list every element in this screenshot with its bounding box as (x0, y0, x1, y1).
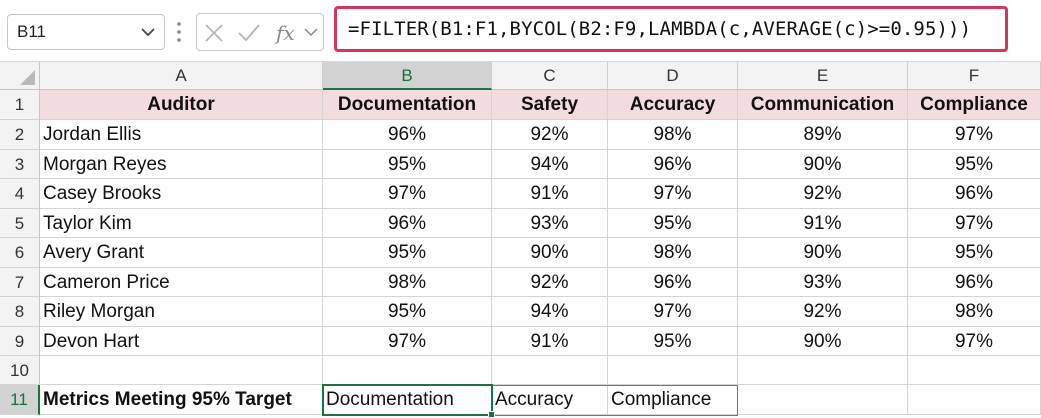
row-header-2[interactable]: 2 (0, 120, 40, 150)
row-header-1[interactable]: 1 (0, 90, 40, 120)
table-cell[interactable]: 97% (608, 297, 738, 327)
table-cell[interactable]: 96% (908, 179, 1041, 209)
table-cell[interactable]: Taylor Kim (40, 209, 323, 238)
column-header-b[interactable]: B (323, 62, 492, 90)
row-header-8[interactable]: 8 (0, 297, 40, 327)
empty-cell[interactable] (40, 356, 323, 385)
formula-bar-area: B11 fx =FILTER(B1:F1,BYCOL(B2:F9,LAMBDA(… (0, 0, 1041, 61)
formula-highlight-box: =FILTER(B1:F1,BYCOL(B2:F9,LAMBDA(c,AVERA… (334, 6, 1008, 52)
row-header-7[interactable]: 7 (0, 268, 40, 297)
table-cell[interactable]: 93% (738, 268, 908, 297)
table-cell[interactable]: 96% (323, 209, 492, 238)
table-cell[interactable]: Devon Hart (40, 327, 323, 356)
header-cell-accuracy[interactable]: Accuracy (608, 90, 738, 120)
table-cell[interactable]: 97% (608, 179, 738, 209)
row-header-3[interactable]: 3 (0, 150, 40, 179)
table-cell[interactable]: 96% (323, 120, 492, 150)
header-cell-documentation[interactable]: Documentation (323, 90, 492, 120)
table-cell[interactable]: 89% (738, 120, 908, 150)
empty-cell[interactable] (908, 356, 1041, 385)
table-cell[interactable]: 92% (738, 297, 908, 327)
table-cell[interactable]: Jordan Ellis (40, 120, 323, 150)
empty-cell[interactable] (908, 385, 1041, 415)
table-cell[interactable]: 95% (908, 238, 1041, 268)
table-cell[interactable]: 90% (492, 238, 608, 268)
chevron-down-icon[interactable] (303, 24, 319, 40)
row-header-10[interactable]: 10 (0, 356, 40, 385)
svg-text:fx: fx (274, 21, 295, 45)
name-box[interactable]: B11 (7, 14, 165, 50)
table-cell[interactable]: 90% (738, 150, 908, 179)
active-cell-selection[interactable] (322, 384, 493, 416)
table-cell[interactable]: 91% (492, 327, 608, 356)
table-cell[interactable]: 95% (323, 150, 492, 179)
summary-label[interactable]: Metrics Meeting 95% Target (40, 385, 323, 415)
table-cell[interactable]: 92% (738, 179, 908, 209)
table-cell[interactable]: 91% (738, 209, 908, 238)
column-header-f[interactable]: F (908, 62, 1041, 90)
formula-input-area[interactable]: =FILTER(B1:F1,BYCOL(B2:F9,LAMBDA(c,AVERA… (334, 6, 1041, 59)
table-cell[interactable]: 90% (738, 238, 908, 268)
empty-cell[interactable] (323, 356, 492, 385)
table-cell[interactable]: 95% (608, 327, 738, 356)
column-header-c[interactable]: C (492, 62, 608, 90)
table-cell[interactable]: Cameron Price (40, 268, 323, 297)
table-cell[interactable]: 93% (492, 209, 608, 238)
empty-cell[interactable] (738, 356, 908, 385)
row-header-6[interactable]: 6 (0, 238, 40, 268)
table-cell[interactable]: 96% (608, 268, 738, 297)
table-cell[interactable]: 98% (908, 297, 1041, 327)
column-header-a[interactable]: A (40, 62, 323, 90)
table-cell[interactable]: 94% (492, 297, 608, 327)
select-all-corner[interactable] (0, 62, 40, 90)
chevron-down-icon[interactable] (138, 21, 158, 43)
table-cell[interactable]: 96% (908, 268, 1041, 297)
empty-cell[interactable] (738, 385, 908, 415)
row-header-9[interactable]: 9 (0, 327, 40, 356)
enter-icon[interactable] (237, 22, 261, 44)
table-cell[interactable]: 90% (738, 327, 908, 356)
name-box-value: B11 (17, 22, 46, 42)
empty-cell[interactable] (608, 356, 738, 385)
table-cell[interactable]: 97% (323, 327, 492, 356)
table-cell[interactable]: 92% (492, 120, 608, 150)
table-cell[interactable]: 97% (908, 327, 1041, 356)
table-cell[interactable]: Casey Brooks (40, 179, 323, 209)
formula-controls: fx (196, 13, 324, 51)
table-cell[interactable]: 95% (323, 297, 492, 327)
header-cell-auditor[interactable]: Auditor (40, 90, 323, 120)
more-vert-icon[interactable] (174, 19, 184, 45)
column-header-e[interactable]: E (738, 62, 908, 90)
table-cell[interactable]: 92% (492, 268, 608, 297)
column-header-d[interactable]: D (608, 62, 738, 90)
fill-handle[interactable] (488, 411, 495, 418)
table-cell[interactable]: 98% (608, 238, 738, 268)
table-cell[interactable]: 97% (908, 120, 1041, 150)
table-cell[interactable]: 97% (323, 179, 492, 209)
row-header-4[interactable]: 4 (0, 179, 40, 209)
table-cell[interactable]: 98% (323, 268, 492, 297)
formula-text[interactable]: =FILTER(B1:F1,BYCOL(B2:F9,LAMBDA(c,AVERA… (348, 18, 971, 40)
table-cell[interactable]: 96% (608, 150, 738, 179)
table-cell[interactable]: Morgan Reyes (40, 150, 323, 179)
cancel-icon[interactable] (203, 22, 225, 44)
empty-cell[interactable] (492, 356, 608, 385)
table-cell[interactable]: 98% (608, 120, 738, 150)
table-cell[interactable]: 91% (492, 179, 608, 209)
table-cell[interactable]: 95% (608, 209, 738, 238)
row-header-5[interactable]: 5 (0, 209, 40, 238)
row-header-11[interactable]: 11 (0, 385, 40, 415)
table-cell[interactable]: 94% (492, 150, 608, 179)
table-cell[interactable]: Avery Grant (40, 238, 323, 268)
table-cell[interactable]: 95% (908, 150, 1041, 179)
table-cell[interactable]: Riley Morgan (40, 297, 323, 327)
header-cell-safety[interactable]: Safety (492, 90, 608, 120)
fx-icon[interactable]: fx (273, 20, 299, 46)
header-cell-communication[interactable]: Communication (738, 90, 908, 120)
table-cell[interactable]: 95% (323, 238, 492, 268)
header-cell-compliance[interactable]: Compliance (908, 90, 1041, 120)
table-cell[interactable]: 97% (908, 209, 1041, 238)
